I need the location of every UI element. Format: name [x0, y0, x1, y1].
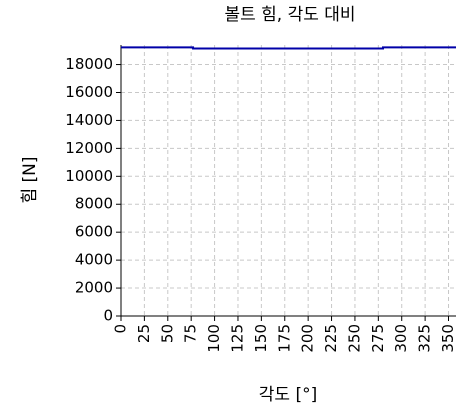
- y-tick-label: 2000: [75, 279, 113, 297]
- x-tick-label: 275: [369, 324, 387, 353]
- x-tick-label: 350: [439, 324, 457, 353]
- x-tick-label: 50: [158, 324, 176, 343]
- x-tick-label: 100: [205, 324, 223, 353]
- x-axis-label: 각도 [°]: [259, 385, 317, 405]
- x-tick-label: 300: [392, 324, 410, 353]
- y-tick-label: 14000: [65, 111, 113, 129]
- y-tick-label: 0: [103, 307, 113, 325]
- y-tick-label: 18000: [65, 55, 113, 73]
- x-tick-label: 0: [112, 324, 130, 334]
- x-tick-label: 325: [416, 324, 434, 353]
- data-line: [121, 46, 456, 50]
- x-tick-label: 200: [299, 324, 317, 353]
- x-tick-label: 175: [275, 324, 293, 353]
- x-tick-label: 250: [345, 324, 363, 353]
- chart-title: 볼트 힘, 각도 대비: [224, 5, 355, 25]
- x-tick-label: 150: [252, 324, 270, 353]
- y-axis-label: 힘 [N]: [20, 156, 40, 203]
- y-tick-label: 6000: [75, 223, 113, 241]
- y-tick-label: 16000: [65, 83, 113, 101]
- y-tick-label: 10000: [65, 167, 113, 185]
- x-tick-label: 225: [322, 324, 340, 353]
- x-tick-label: 125: [228, 324, 246, 353]
- y-tick-label: 12000: [65, 139, 113, 157]
- y-tick-label: 8000: [75, 195, 113, 213]
- x-tick-label: 25: [135, 324, 153, 343]
- y-tick-label: 4000: [75, 251, 113, 269]
- x-tick-label: 75: [182, 324, 200, 343]
